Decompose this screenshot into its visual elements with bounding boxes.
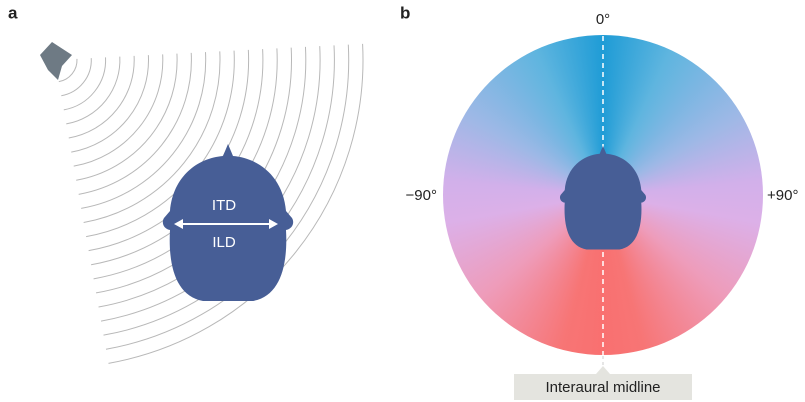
- itd-label: ITD: [212, 197, 236, 214]
- head: [560, 146, 646, 250]
- speaker: [40, 42, 72, 80]
- wave-arc: [74, 54, 163, 166]
- angle-label: −90°: [406, 187, 437, 204]
- angle-label: +90°: [767, 187, 798, 204]
- panel-label: a: [8, 3, 18, 22]
- figure: a b ITD ILD 0° −90° +90° Interaural midl…: [0, 0, 805, 402]
- wave-arc: [64, 57, 106, 109]
- wave-arc: [71, 55, 148, 152]
- midline-label: Interaural midline: [545, 379, 660, 396]
- ild-label: ILD: [212, 234, 236, 251]
- wave-arc: [69, 56, 134, 138]
- diagram: a b ITD ILD 0° −90° +90° Interaural midl…: [0, 0, 805, 402]
- angle-label: 0°: [596, 11, 610, 28]
- panel-label: b: [400, 3, 410, 22]
